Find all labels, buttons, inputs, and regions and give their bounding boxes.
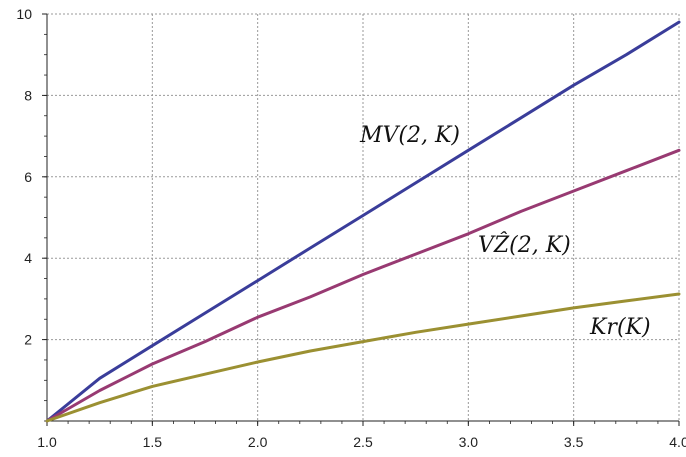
- x-tick-label: 1.5: [143, 434, 163, 450]
- x-tick-labels: 1.0 1.5 2.0 2.5 3.0 3.5 4.0: [37, 434, 686, 450]
- series-lines: [45, 20, 681, 423]
- x-tick-label: 2.0: [248, 434, 268, 450]
- x-tick-label: 4.0: [669, 434, 686, 450]
- series-line-0: [45, 20, 681, 423]
- x-tick-label: 2.5: [353, 434, 373, 450]
- y-tick-label: 8: [24, 87, 32, 103]
- series-line-2: [45, 292, 681, 423]
- series-line-1: [45, 148, 681, 423]
- axes: [42, 13, 680, 426]
- series-label-kr: Kr(K): [589, 315, 651, 340]
- series-label-mv: MV(2, K): [359, 123, 460, 148]
- y-tick-label: 2: [24, 332, 32, 348]
- y-tick-label: 6: [24, 169, 32, 185]
- x-tick-label: 3.5: [564, 434, 584, 450]
- y-tick-labels: 2 4 6 8 10: [16, 6, 32, 348]
- x-tick-label: 3.0: [459, 434, 479, 450]
- series-label-vz: VẐ(2, K): [478, 231, 571, 258]
- y-tick-label: 10: [16, 6, 32, 22]
- grid: [47, 13, 680, 421]
- y-tick-label: 4: [24, 250, 32, 266]
- x-tick-label: 1.0: [37, 434, 57, 450]
